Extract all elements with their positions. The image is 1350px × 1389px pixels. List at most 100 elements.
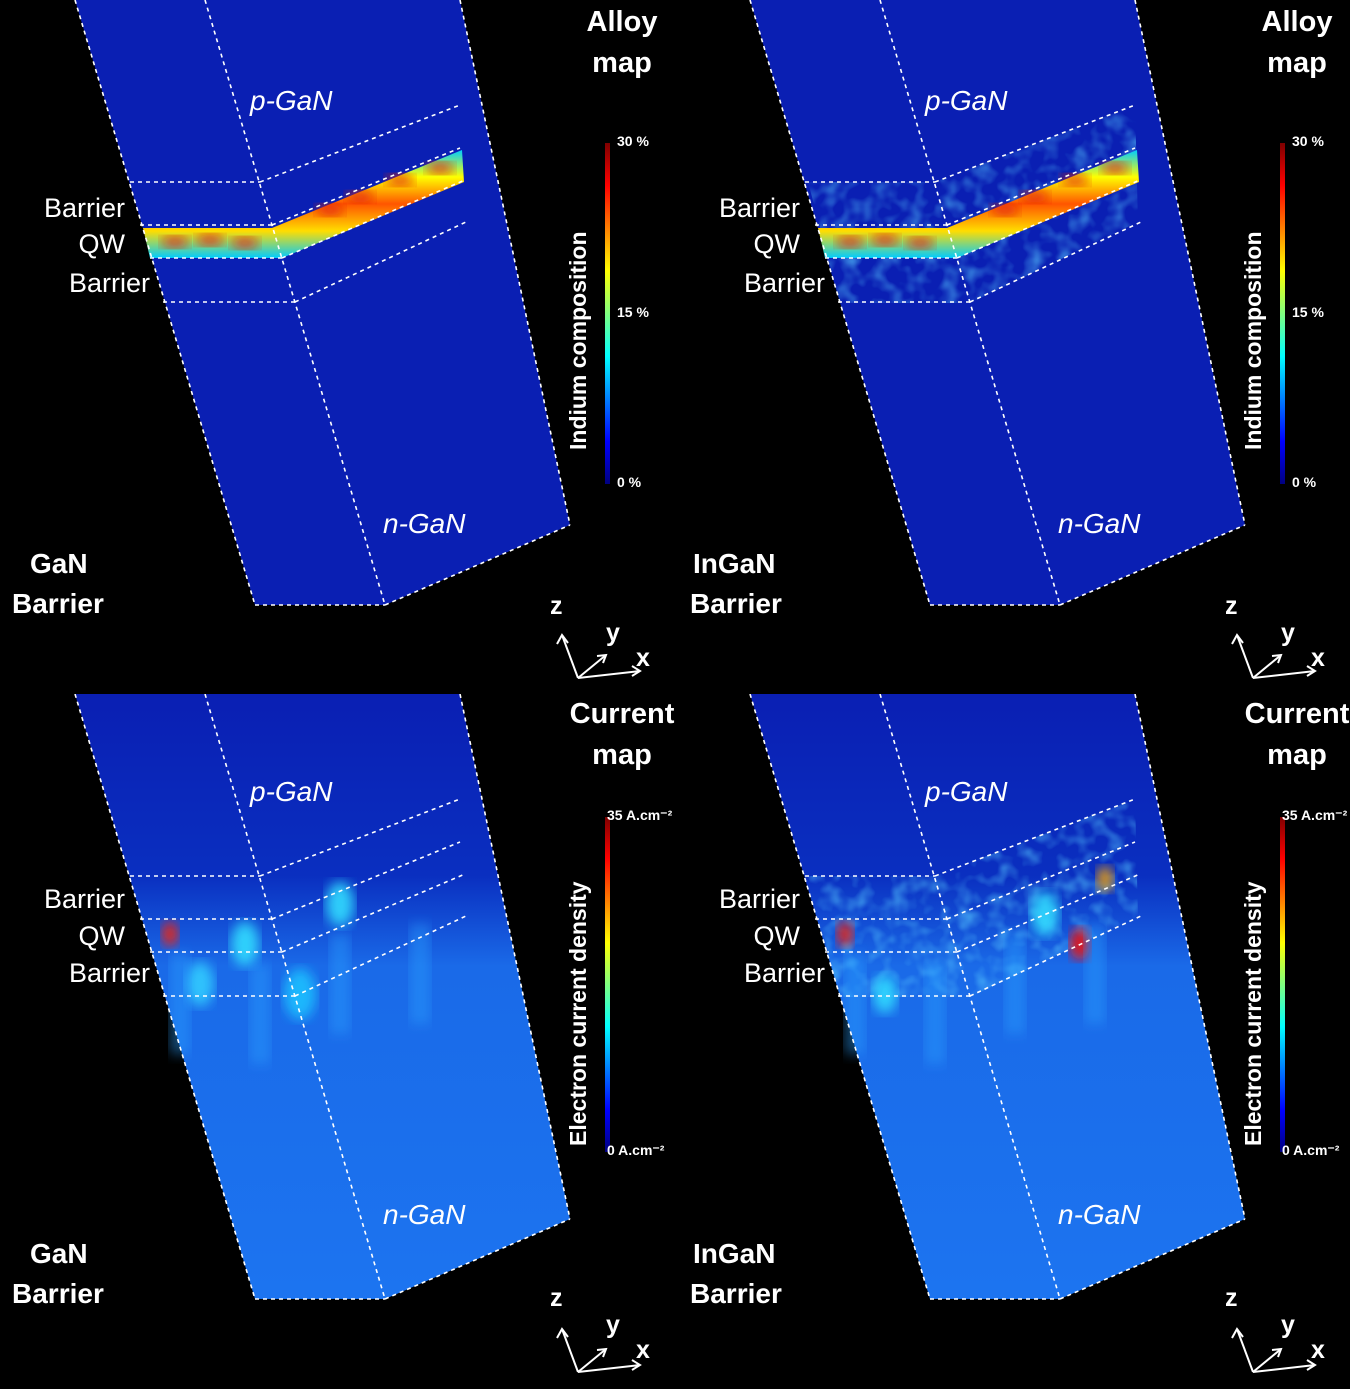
indium-cluster xyxy=(1101,162,1129,174)
device-box-3d xyxy=(74,694,642,1373)
indium-cluster xyxy=(906,237,934,249)
current-hotspot xyxy=(326,881,354,927)
n-gan-label: n-GaN xyxy=(1058,1199,1141,1230)
current-streak xyxy=(925,964,945,1064)
current-hotspot xyxy=(1031,891,1059,937)
box-edge xyxy=(384,1218,571,1300)
colorbar xyxy=(605,143,610,484)
indium-cluster xyxy=(386,174,414,186)
quantum-well-band xyxy=(818,150,1139,258)
box-edge xyxy=(281,873,466,953)
qw-label: QW xyxy=(78,921,126,951)
current-streak xyxy=(170,954,190,1054)
n-gan-label: n-GaN xyxy=(383,1199,466,1230)
current-hotspot xyxy=(162,921,178,947)
box-edge xyxy=(259,104,461,183)
colorbar-tick-max: 30 % xyxy=(1292,133,1324,149)
panel-current-ingan: Current map p-GaN n-GaN Barrier QW Barrier InGa… xyxy=(675,694,1350,1388)
box-edge xyxy=(271,147,461,226)
barrier-type-label: InGaN xyxy=(693,548,776,579)
barrier-bottom-label: Barrier xyxy=(68,268,150,298)
colorbar-tick-mid: 15 % xyxy=(1292,303,1324,320)
barrier-bottom-label: Barrier xyxy=(743,958,825,988)
current-streak xyxy=(410,924,430,1024)
colorbar-tick-min: 0 A.cm⁻² xyxy=(1282,1142,1340,1158)
map-title-2: map xyxy=(1267,739,1327,771)
qw-label: QW xyxy=(753,921,801,951)
indium-cluster xyxy=(1021,191,1049,203)
barrier-type-label: GaN xyxy=(30,548,88,579)
box-face xyxy=(75,694,570,1299)
axis-x-label: x xyxy=(1311,644,1325,672)
barrier-type-label-2: Barrier xyxy=(690,588,782,619)
map-title: Alloy xyxy=(1261,6,1333,38)
map-title: Current xyxy=(1244,698,1350,730)
colorbar-tick-max: 35 A.cm⁻² xyxy=(1282,807,1348,823)
axis-z-label: z xyxy=(1225,592,1238,620)
barrier-bottom-label: Barrier xyxy=(743,268,825,298)
box-edge xyxy=(934,104,1136,183)
current-streak xyxy=(330,934,350,1034)
colorbar-tick-min: 0 % xyxy=(617,474,642,490)
current-hotspot xyxy=(231,921,259,967)
panel-current-gan: Current map p-GaN n-GaN Barrier QW Barrier GaN B… xyxy=(0,694,675,1388)
colorbar-tick-min: 0 % xyxy=(1292,474,1317,490)
current-hotspot xyxy=(1097,866,1113,892)
panel-alloy-gan: Alloy map p-GaN n-GaN Barrier QW Barrier GaN Bar… xyxy=(0,0,675,694)
map-title-2: map xyxy=(592,739,652,771)
box-edge xyxy=(1059,524,1246,606)
indium-cluster xyxy=(231,237,259,249)
p-gan-label: p-GaN xyxy=(925,776,1008,807)
axis-y-label: y xyxy=(1281,619,1295,647)
box-edge xyxy=(1059,1218,1246,1300)
colorbar-title: Electron current density xyxy=(565,881,591,1146)
p-gan-label: p-GaN xyxy=(250,85,333,116)
axis-y-label: y xyxy=(606,619,620,647)
current-hotspot xyxy=(186,961,214,1007)
axis-y-label: y xyxy=(1281,1311,1295,1339)
barrier-type-label: GaN xyxy=(30,1238,88,1269)
barrier-top-label: Barrier xyxy=(718,884,800,914)
box-edge xyxy=(946,147,1136,226)
box-edge xyxy=(271,841,461,920)
quantum-well-band xyxy=(143,150,464,258)
barrier-type-label-2: Barrier xyxy=(690,1278,782,1309)
axis-z-label: z xyxy=(1225,1284,1238,1312)
axis-triad xyxy=(1231,633,1317,679)
colorbar-tick-mid: 15 % xyxy=(617,303,649,320)
colorbar-title: Indium composition xyxy=(1240,231,1266,451)
box-edge xyxy=(1134,694,1246,1220)
map-title: Current xyxy=(569,698,675,730)
current-streak xyxy=(1005,934,1025,1034)
indium-cluster xyxy=(346,191,374,203)
n-gan-label: n-GaN xyxy=(383,508,466,539)
axis-y-label: y xyxy=(606,1311,620,1339)
colorbar xyxy=(1280,817,1285,1152)
colorbar-title: Indium composition xyxy=(565,231,591,451)
colorbar-tick-max: 35 A.cm⁻² xyxy=(607,807,673,823)
barrier-type-label-2: Barrier xyxy=(12,1278,104,1309)
axis-triad xyxy=(556,633,642,679)
box-edge xyxy=(459,694,571,1220)
axis-triad xyxy=(1231,1327,1317,1373)
axis-z-label: z xyxy=(550,592,563,620)
current-streak xyxy=(1085,924,1105,1024)
indium-cluster xyxy=(991,204,1019,216)
barrier-type-label-2: Barrier xyxy=(12,588,104,619)
box-edge xyxy=(259,798,461,877)
box-edge xyxy=(934,798,1136,877)
colorbar xyxy=(605,817,610,1152)
barrier-top-label: Barrier xyxy=(43,193,125,223)
map-title-2: map xyxy=(592,47,652,79)
device-box-3d xyxy=(749,694,1317,1373)
axis-x-label: x xyxy=(636,644,650,672)
map-title-2: map xyxy=(1267,47,1327,79)
colorbar-title: Electron current density xyxy=(1240,881,1266,1146)
colorbar-tick-max: 30 % xyxy=(617,133,649,149)
barrier-bottom-label: Barrier xyxy=(68,958,150,988)
current-hotspot xyxy=(873,974,897,1014)
indium-cluster xyxy=(161,236,189,248)
box-edge xyxy=(281,179,466,259)
barrier-top-label: Barrier xyxy=(43,884,125,914)
current-streak xyxy=(845,954,865,1054)
